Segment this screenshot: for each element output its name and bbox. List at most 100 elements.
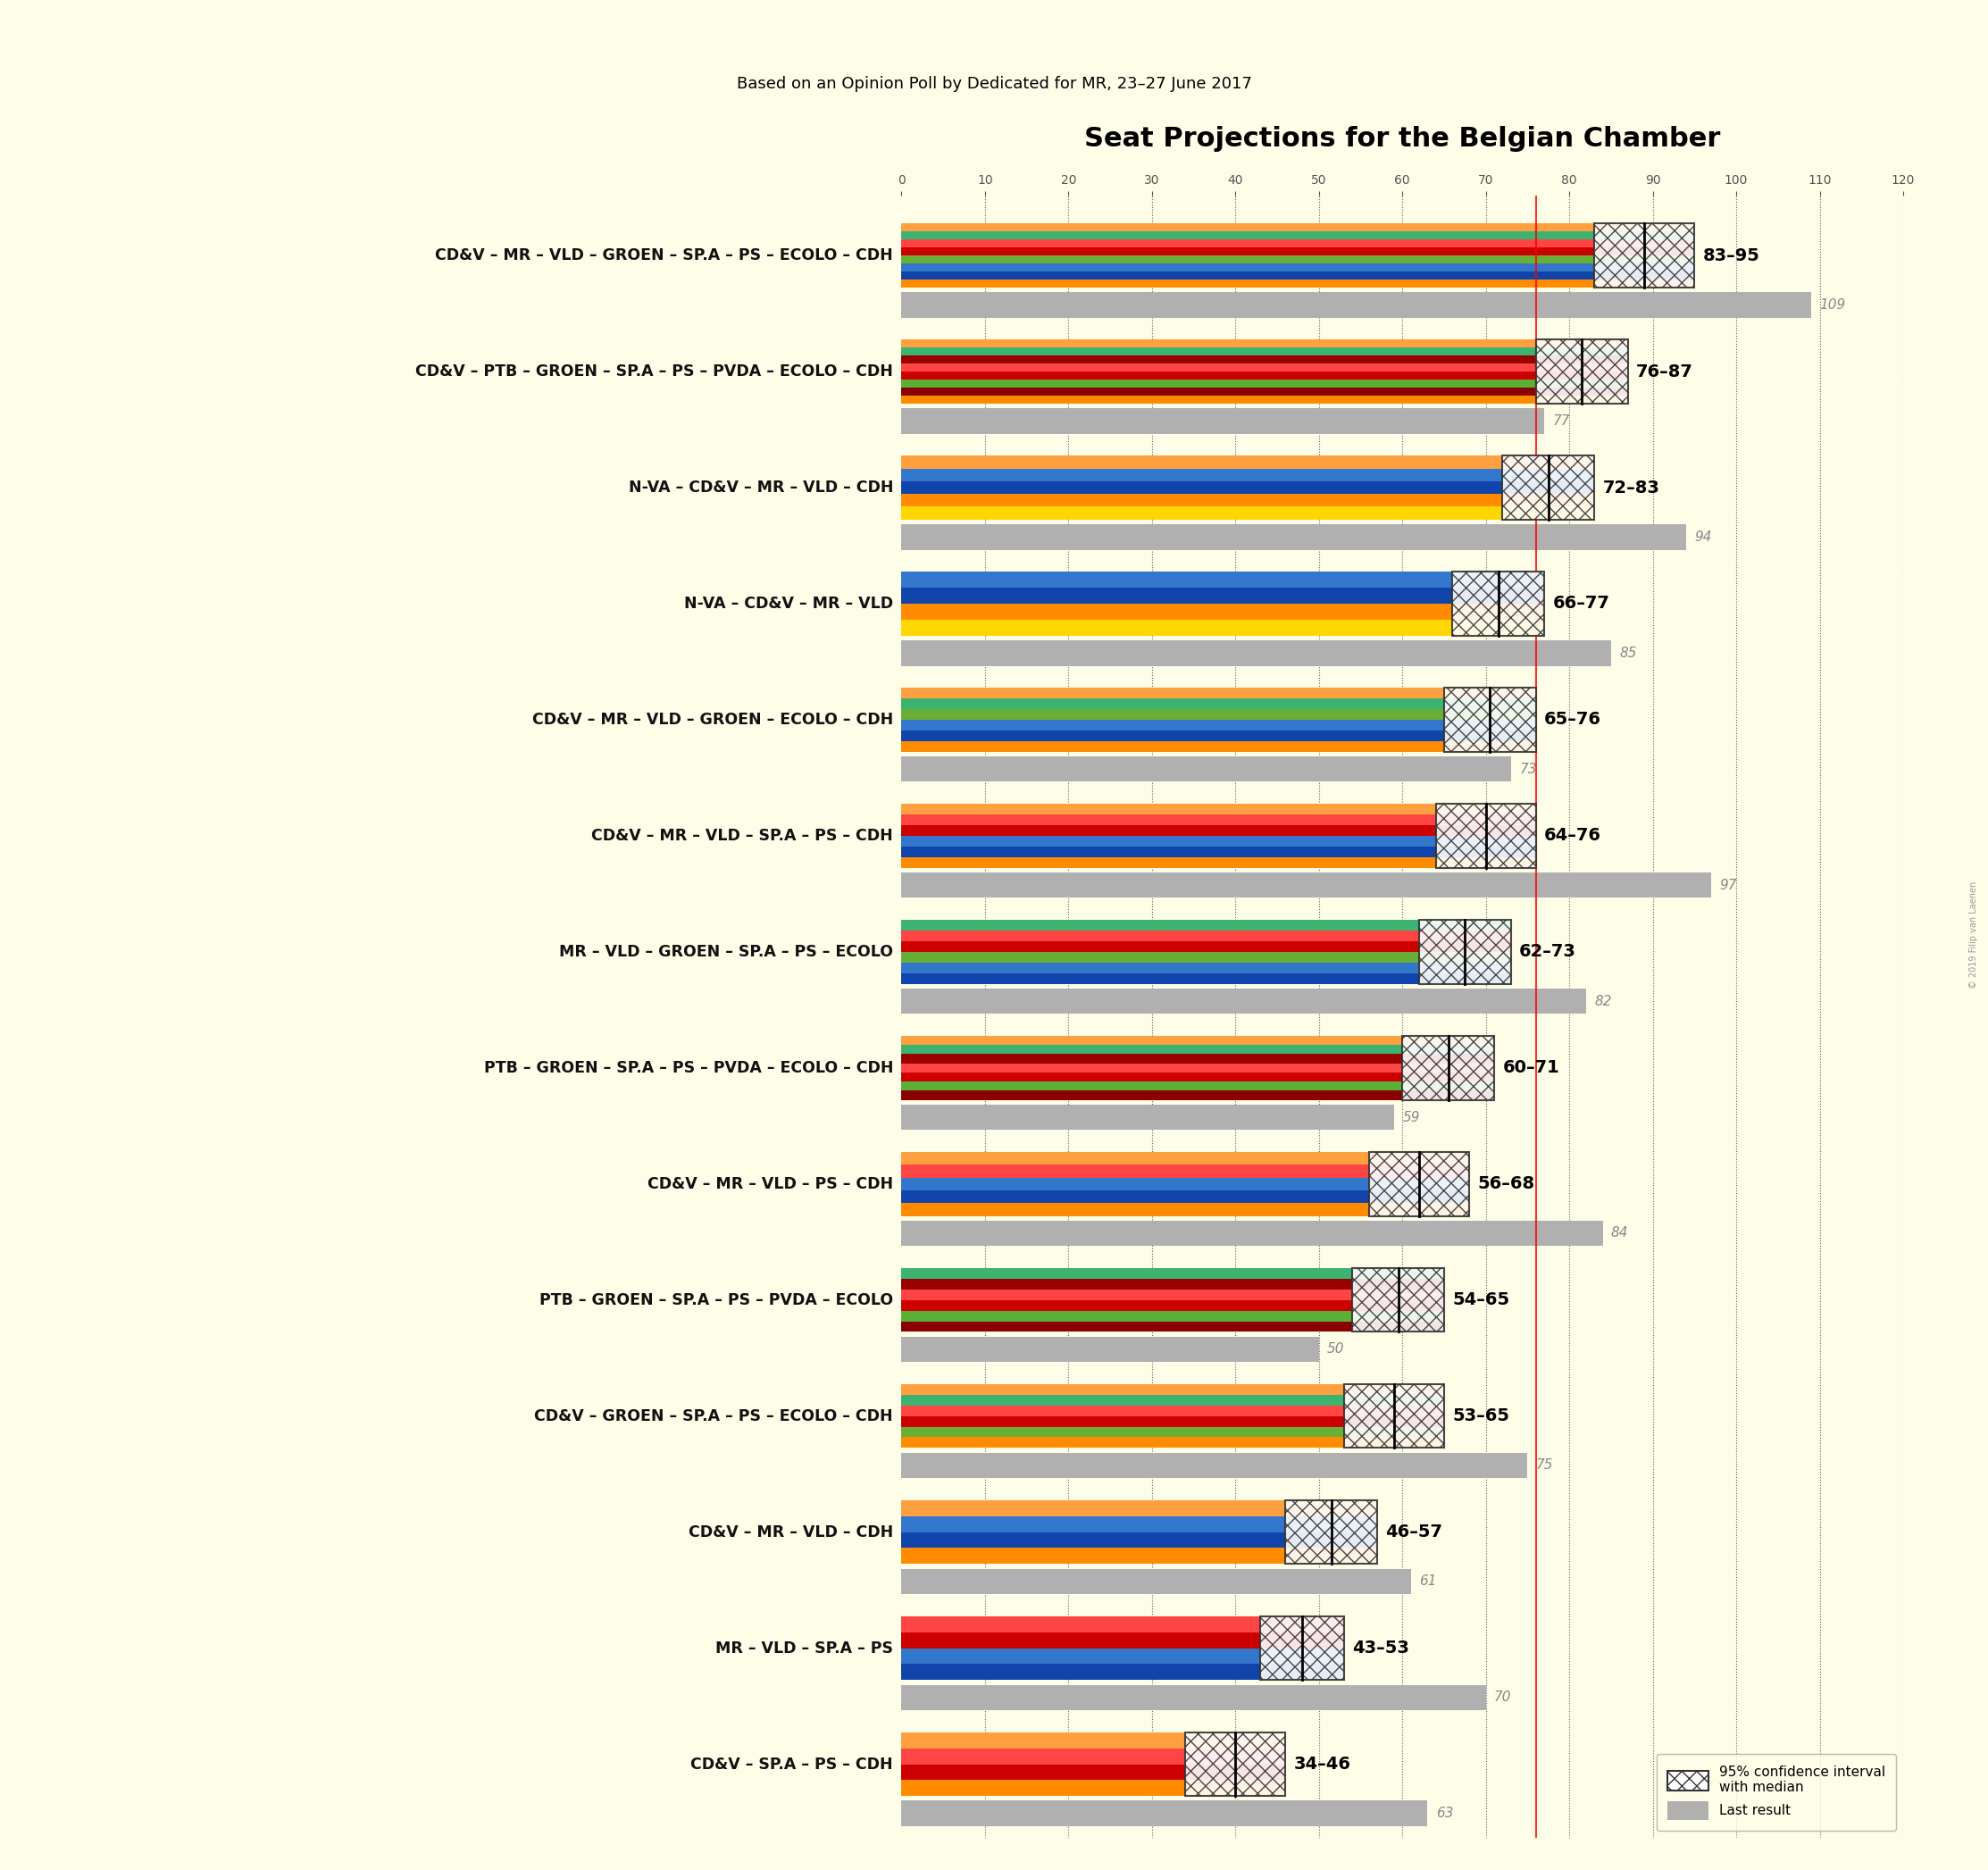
Text: 84: 84 (1610, 1227, 1628, 1240)
Bar (901, 340, 1628, 348)
Text: 73: 73 (1519, 763, 1537, 776)
Text: CD&V – MR – VLD – GROEN – SP.A – PS – ECOLO – CDH: CD&V – MR – VLD – GROEN – SP.A – PS – EC… (435, 247, 893, 264)
Text: 94: 94 (1694, 531, 1712, 544)
Bar (901, 1732, 1286, 1748)
Bar (901, 1427, 1443, 1438)
Text: CD&V – SP.A – PS – CDH: CD&V – SP.A – PS – CDH (690, 1756, 893, 1773)
Bar (901, 836, 1537, 847)
Bar (901, 856, 1537, 868)
Bar (901, 408, 1545, 434)
Bar (901, 920, 1511, 931)
Bar (901, 1288, 1443, 1300)
Text: 82: 82 (1594, 995, 1612, 1008)
Text: 85: 85 (1620, 647, 1636, 660)
Bar (901, 1416, 1443, 1427)
Bar (1503, 456, 1594, 520)
Text: 77: 77 (1553, 413, 1571, 428)
Bar (901, 1152, 1469, 1165)
Bar (901, 847, 1537, 856)
Bar (901, 256, 1694, 264)
Bar (901, 1337, 1318, 1361)
Bar (901, 1685, 1485, 1711)
Bar (901, 395, 1628, 404)
Bar (901, 709, 1537, 720)
Bar (1435, 804, 1537, 868)
Bar (901, 688, 1537, 699)
Bar (901, 1500, 1378, 1517)
Text: 53–65: 53–65 (1453, 1408, 1509, 1425)
Bar (901, 804, 1537, 815)
Bar (1537, 340, 1628, 404)
Bar (901, 604, 1545, 619)
Bar (901, 1384, 1443, 1395)
Bar (901, 387, 1628, 395)
Bar (901, 1616, 1344, 1633)
Bar (901, 972, 1511, 984)
Text: Based on an Opinion Poll by Dedicated for MR, 23–27 June 2017: Based on an Opinion Poll by Dedicated fo… (736, 77, 1252, 92)
Bar (1419, 920, 1511, 984)
Bar (901, 1081, 1495, 1090)
Bar (901, 292, 1811, 318)
Bar (901, 1311, 1443, 1322)
Bar (901, 640, 1610, 666)
Text: CD&V – MR – VLD – PS – CDH: CD&V – MR – VLD – PS – CDH (648, 1176, 893, 1191)
Bar (901, 952, 1511, 963)
Bar (901, 247, 1694, 256)
Bar (901, 755, 1511, 782)
Text: CD&V – MR – VLD – CDH: CD&V – MR – VLD – CDH (688, 1524, 893, 1541)
Bar (1594, 224, 1694, 288)
Bar (901, 224, 1694, 232)
Bar (1443, 688, 1537, 752)
Bar (901, 1569, 1411, 1595)
Bar (901, 1548, 1378, 1563)
Bar (901, 1406, 1443, 1416)
Bar (901, 1191, 1469, 1202)
Bar (901, 1279, 1443, 1288)
Text: 66–77: 66–77 (1553, 595, 1610, 611)
Bar (901, 1395, 1443, 1406)
Text: 75: 75 (1537, 1459, 1553, 1472)
Bar (901, 1780, 1286, 1795)
Bar (901, 1064, 1495, 1073)
Text: 97: 97 (1720, 879, 1738, 892)
Text: PTB – GROEN – SP.A – PS – PVDA – ECOLO: PTB – GROEN – SP.A – PS – PVDA – ECOLO (539, 1292, 893, 1307)
Bar (901, 587, 1545, 604)
Bar (901, 1748, 1286, 1763)
Bar (1286, 1500, 1378, 1563)
Text: © 2019 Filip van Laenen: © 2019 Filip van Laenen (1970, 881, 1978, 989)
Bar (1185, 1732, 1286, 1795)
Bar (901, 456, 1594, 469)
Bar (901, 1517, 1378, 1532)
Bar (901, 1647, 1344, 1664)
Bar (901, 239, 1694, 247)
Bar (901, 1763, 1286, 1780)
Text: 54–65: 54–65 (1453, 1292, 1509, 1309)
Bar (901, 731, 1537, 741)
Bar (901, 1300, 1443, 1311)
Text: 34–46: 34–46 (1294, 1756, 1352, 1773)
Bar (901, 871, 1712, 898)
Bar (901, 524, 1686, 550)
Bar (1453, 572, 1545, 636)
Bar (901, 1178, 1469, 1191)
Bar (901, 372, 1628, 380)
Text: 70: 70 (1495, 1690, 1511, 1704)
Text: 60–71: 60–71 (1503, 1060, 1559, 1077)
Text: MR – VLD – SP.A – PS: MR – VLD – SP.A – PS (716, 1640, 893, 1657)
Bar (901, 699, 1537, 709)
Text: 46–57: 46–57 (1386, 1524, 1443, 1541)
Bar (901, 741, 1537, 752)
Bar (901, 931, 1511, 941)
Text: 62–73: 62–73 (1519, 942, 1576, 961)
Text: CD&V – GROEN – SP.A – PS – ECOLO – CDH: CD&V – GROEN – SP.A – PS – ECOLO – CDH (535, 1408, 893, 1425)
Text: 56–68: 56–68 (1477, 1176, 1535, 1193)
Text: 72–83: 72–83 (1602, 479, 1660, 496)
Text: PTB – GROEN – SP.A – PS – PVDA – ECOLO – CDH: PTB – GROEN – SP.A – PS – PVDA – ECOLO –… (483, 1060, 893, 1075)
Bar (901, 232, 1694, 239)
Bar (901, 1105, 1394, 1129)
Bar (901, 1090, 1495, 1100)
Bar (1352, 1268, 1443, 1331)
Bar (901, 1268, 1443, 1279)
Text: 59: 59 (1402, 1111, 1419, 1124)
Text: 63: 63 (1435, 1806, 1453, 1820)
